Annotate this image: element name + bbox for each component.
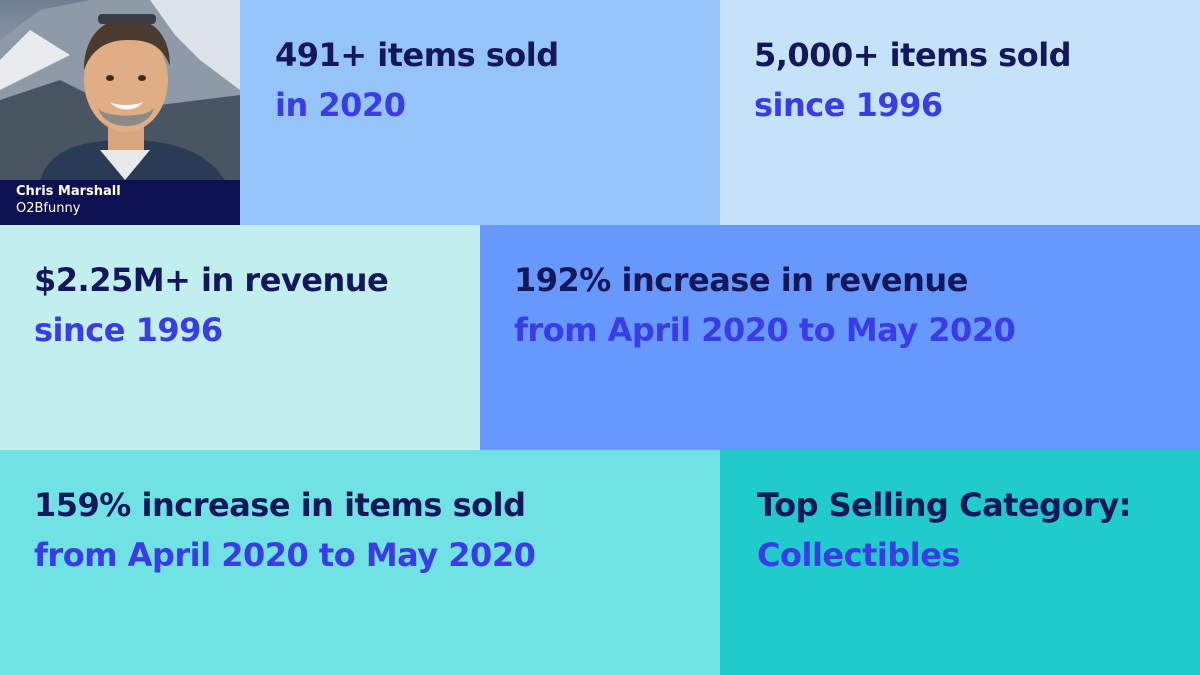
stat-tile-revenue-increase: 192% increase in revenue from April 2020… [480,225,1200,450]
stat-text: 491+ items sold in 2020 [275,30,559,130]
stat-tile-top-category: Top Selling Category: Collectibles [720,450,1200,675]
stat-tile-items-sold-since-1996: 5,000+ items sold since 1996 [720,0,1200,225]
stat-text: 159% increase in items sold from April 2… [34,480,536,580]
stat-headline: 192% increase in revenue [514,261,968,299]
stat-subline: from April 2020 to May 2020 [34,536,536,574]
profile-caption: Chris Marshall O2Bfunny [0,180,240,225]
stat-tile-items-sold-2020: 491+ items sold in 2020 [240,0,720,225]
stat-subline: in 2020 [275,86,406,124]
profile-photo-tile: Chris Marshall O2Bfunny [0,0,240,225]
stat-headline: $2.25M+ in revenue [34,261,389,299]
stat-text: 5,000+ items sold since 1996 [754,30,1072,130]
stat-headline: 5,000+ items sold [754,36,1072,74]
stat-subline: Collectibles [757,536,960,574]
profile-name: Chris Marshall [16,184,121,199]
stat-headline: Top Selling Category: [757,486,1132,524]
stat-subline: from April 2020 to May 2020 [514,311,1016,349]
stat-tile-items-sold-increase: 159% increase in items sold from April 2… [0,450,720,675]
stat-headline: 159% increase in items sold [34,486,526,524]
profile-photo [0,0,240,180]
stat-tile-revenue: $2.25M+ in revenue since 1996 [0,225,480,450]
profile-username: O2Bfunny [16,201,81,216]
stat-subline: since 1996 [34,311,223,349]
stat-subline: since 1996 [754,86,943,124]
stat-headline: 491+ items sold [275,36,559,74]
stat-text: Top Selling Category: Collectibles [757,480,1132,580]
stat-text: $2.25M+ in revenue since 1996 [34,255,389,355]
stat-text: 192% increase in revenue from April 2020… [514,255,1016,355]
